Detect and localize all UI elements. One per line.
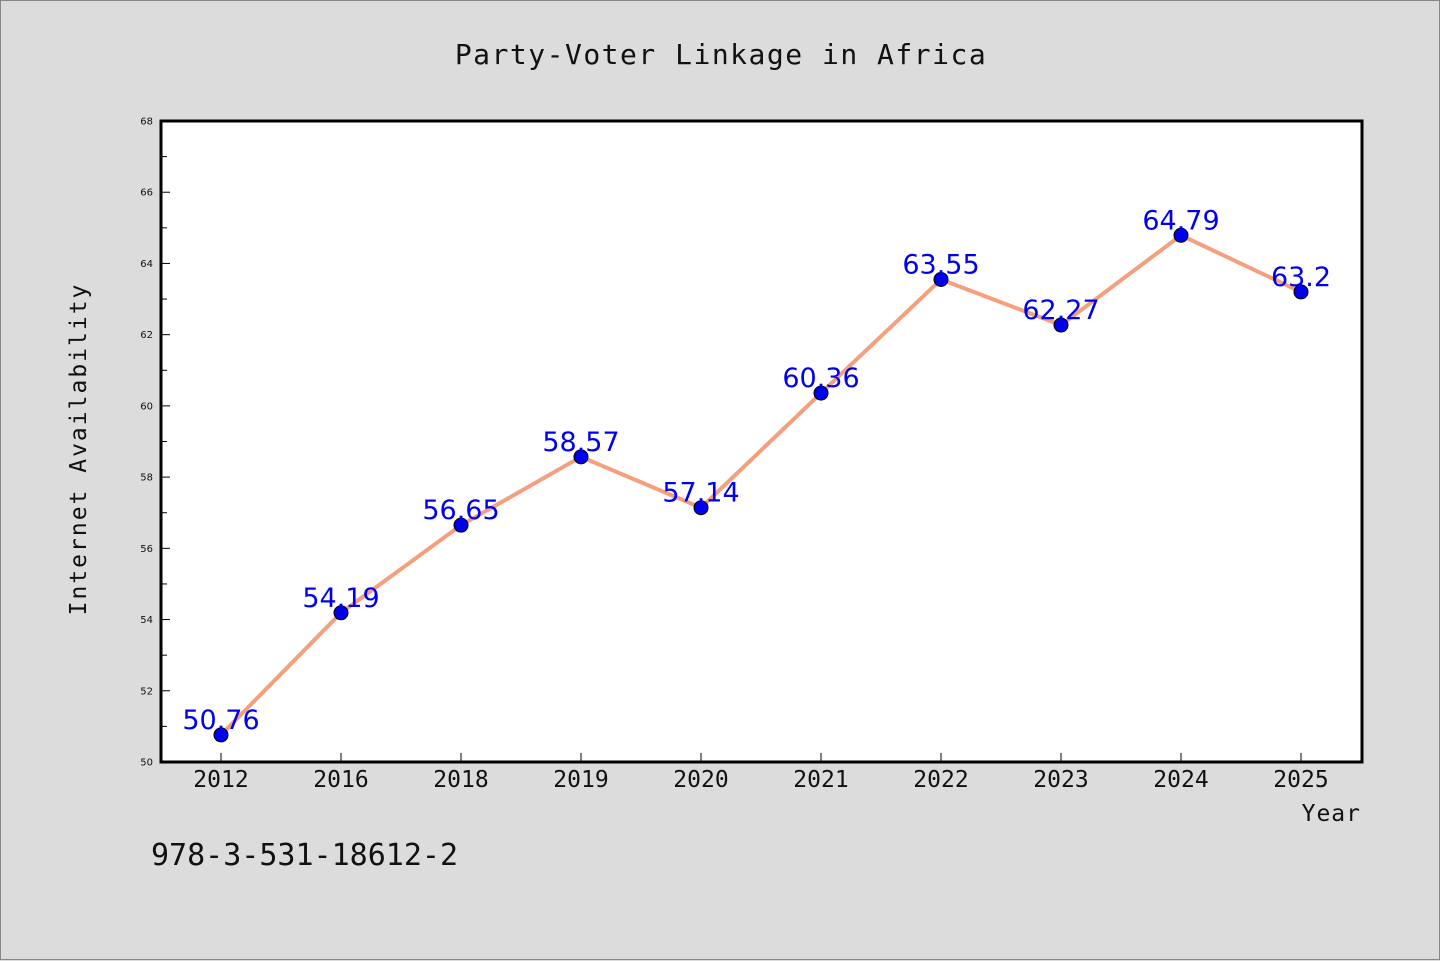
x-tick-label: 2019 — [553, 767, 608, 793]
data-label: 62.27 — [1022, 295, 1099, 326]
data-point — [573, 449, 589, 465]
data-point — [1293, 284, 1309, 300]
x-tick-label: 2024 — [1153, 767, 1208, 793]
data-point — [1173, 227, 1189, 243]
y-axis-label: Internet Availability — [66, 283, 92, 616]
data-point — [333, 605, 349, 621]
series-line — [219, 233, 1303, 737]
data-point — [813, 385, 829, 401]
series-layer: 50.76 54.19 56.65 58.57 57.14 60.36 63.55 62.27… — [182, 205, 1331, 743]
data-label: 60.36 — [782, 363, 859, 394]
y-tick-label: 54 — [140, 615, 153, 626]
plot-area — [159, 119, 1364, 764]
chart-title: Party-Voter Linkage in Africa — [455, 38, 987, 71]
y-tick-label: 56 — [140, 544, 153, 555]
x-tick-label: 2020 — [673, 767, 728, 793]
data-point — [213, 727, 229, 743]
y-tick-label: 58 — [140, 473, 153, 484]
y-tick-label: 66 — [140, 188, 153, 199]
footer-isbn: 978-3-531-18612-2 — [151, 838, 458, 873]
x-tick-label: 2022 — [913, 767, 968, 793]
x-tick-label: 2012 — [193, 767, 248, 793]
y-tick-label: 64 — [140, 259, 153, 270]
data-label: 63.2 — [1271, 262, 1331, 293]
data-label: 64.79 — [1142, 205, 1219, 236]
y-tick-label: 50 — [140, 758, 153, 769]
y-axis: 50 52 54 56 58 60 62 64 66 68 — [140, 117, 170, 769]
x-tick-label: 2023 — [1033, 767, 1088, 793]
data-point — [693, 500, 709, 516]
data-label: 63.55 — [902, 249, 979, 280]
data-point — [453, 517, 469, 533]
y-tick-label: 62 — [140, 330, 153, 341]
x-tick-label: 2018 — [433, 767, 488, 793]
y-tick-label: 68 — [140, 117, 153, 128]
data-label: 54.19 — [302, 583, 379, 614]
data-label: 50.76 — [182, 705, 259, 736]
data-point — [1053, 317, 1069, 333]
x-axis: 2012 2016 2018 2019 2020 2021 2022 2023 2024 2025 — [193, 753, 1329, 793]
data-label: 57.14 — [662, 478, 739, 509]
x-axis-label: Year — [1302, 801, 1361, 827]
x-tick-label: 2021 — [793, 767, 848, 793]
x-tick-label: 2025 — [1273, 767, 1328, 793]
x-tick-label: 2016 — [313, 767, 368, 793]
y-tick-label: 60 — [140, 401, 153, 412]
data-point — [933, 271, 949, 287]
y-tick-label: 52 — [140, 686, 153, 697]
data-label: 58.57 — [542, 427, 619, 458]
data-label: 56.65 — [422, 495, 499, 526]
